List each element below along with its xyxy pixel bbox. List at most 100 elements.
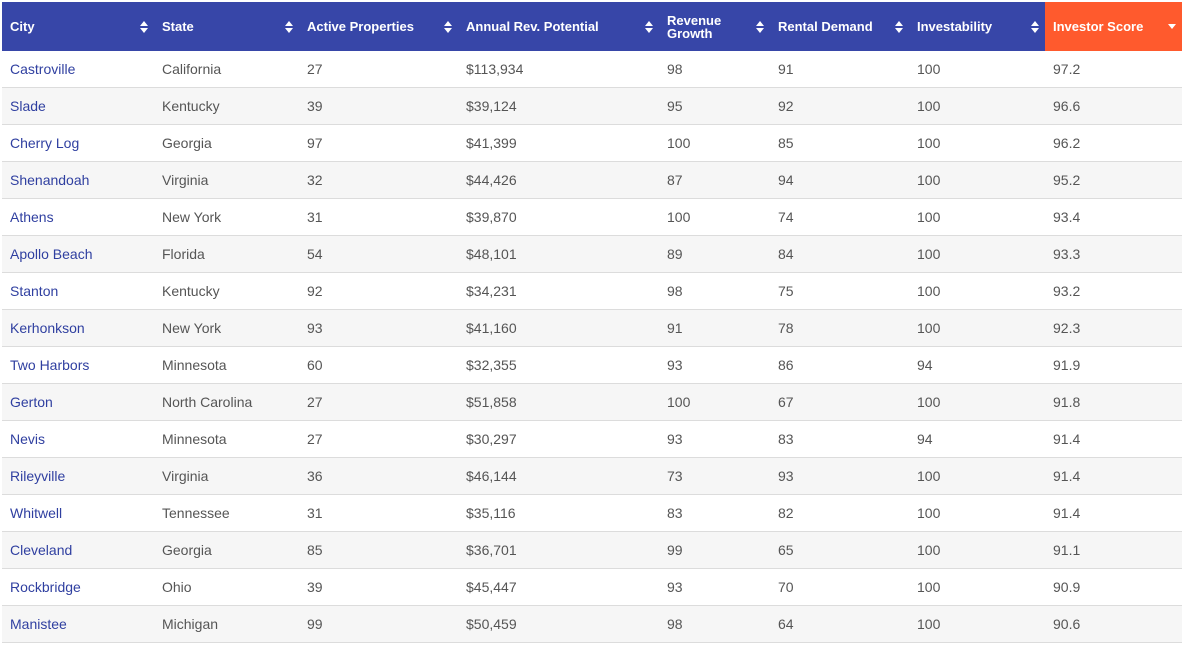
caret-up-icon xyxy=(285,20,293,26)
sort-icon[interactable] xyxy=(756,20,764,33)
cell-revenue-growth: 98 xyxy=(659,272,770,310)
cell-city[interactable]: Nevis xyxy=(2,420,154,458)
cell-annual-rev-potential: $41,399 xyxy=(458,124,659,162)
cell-investability: 100 xyxy=(909,272,1045,310)
table-row: Nevis Minnesota 27 $30,297 93 83 94 91.4 xyxy=(2,420,1182,458)
table-row: Two Harbors Minnesota 60 $32,355 93 86 94 91.9 xyxy=(2,346,1182,384)
cell-city[interactable]: Gerton xyxy=(2,383,154,421)
cell-investor-score: 93.2 xyxy=(1045,272,1182,310)
cell-city[interactable]: Cleveland xyxy=(2,531,154,569)
cell-annual-rev-potential: $39,124 xyxy=(458,87,659,125)
cell-investability: 100 xyxy=(909,457,1045,495)
cell-city[interactable]: Rileyville xyxy=(2,457,154,495)
cell-city[interactable]: Manistee xyxy=(2,605,154,643)
cell-investability: 100 xyxy=(909,531,1045,569)
cell-active-properties: 93 xyxy=(299,309,458,347)
cell-revenue-growth: 93 xyxy=(659,346,770,384)
cell-state: Georgia xyxy=(154,531,299,569)
column-header-label: Investability xyxy=(917,19,993,34)
cell-state: New York xyxy=(154,198,299,236)
cell-active-properties: 99 xyxy=(299,605,458,643)
column-header-revenue-growth[interactable]: Revenue Growth xyxy=(659,2,770,51)
cell-annual-rev-potential: $36,701 xyxy=(458,531,659,569)
cell-annual-rev-potential: $39,870 xyxy=(458,198,659,236)
sort-icon[interactable] xyxy=(140,20,148,33)
cell-investor-score: 91.8 xyxy=(1045,383,1182,421)
cell-rental-demand: 94 xyxy=(770,161,909,199)
cell-city[interactable]: Stanton xyxy=(2,272,154,310)
cell-rental-demand: 92 xyxy=(770,87,909,125)
cell-city[interactable]: Slade xyxy=(2,87,154,125)
cell-active-properties: 39 xyxy=(299,87,458,125)
cell-city[interactable]: Castroville xyxy=(2,51,154,88)
sort-descending-icon[interactable] xyxy=(1168,21,1176,33)
cell-revenue-growth: 83 xyxy=(659,494,770,532)
cell-city[interactable]: Two Harbors xyxy=(2,346,154,384)
cell-city[interactable]: Whitwell xyxy=(2,494,154,532)
cell-rental-demand: 75 xyxy=(770,272,909,310)
cell-state: Virginia xyxy=(154,457,299,495)
caret-down-icon xyxy=(1031,27,1039,33)
cell-state: Georgia xyxy=(154,124,299,162)
cell-city[interactable]: Apollo Beach xyxy=(2,235,154,273)
cell-active-properties: 60 xyxy=(299,346,458,384)
cell-rental-demand: 78 xyxy=(770,309,909,347)
cell-state: North Carolina xyxy=(154,383,299,421)
cell-annual-rev-potential: $41,160 xyxy=(458,309,659,347)
cell-annual-rev-potential: $45,447 xyxy=(458,568,659,606)
cell-state: Minnesota xyxy=(154,420,299,458)
sort-icon[interactable] xyxy=(645,20,653,33)
cell-revenue-growth: 73 xyxy=(659,457,770,495)
cell-active-properties: 97 xyxy=(299,124,458,162)
caret-down-icon xyxy=(444,27,452,33)
column-header-investability[interactable]: Investability xyxy=(909,2,1045,51)
cell-rental-demand: 64 xyxy=(770,605,909,643)
column-header-active-properties[interactable]: Active Properties xyxy=(299,2,458,51)
column-header-label: Revenue Growth xyxy=(667,12,722,41)
table-row: Kerhonkson New York 93 $41,160 91 78 100 92.3 xyxy=(2,309,1182,347)
cell-state: Kentucky xyxy=(154,87,299,125)
table-row: Athens New York 31 $39,870 100 74 100 93.4 xyxy=(2,198,1182,236)
cell-investability: 100 xyxy=(909,198,1045,236)
column-header-rental-demand[interactable]: Rental Demand xyxy=(770,2,909,51)
cell-city[interactable]: Cherry Log xyxy=(2,124,154,162)
cell-active-properties: 92 xyxy=(299,272,458,310)
table-row: Whitwell Tennessee 31 $35,116 83 82 100 91.4 xyxy=(2,494,1182,532)
cell-rental-demand: 83 xyxy=(770,420,909,458)
cell-city[interactable]: Shenandoah xyxy=(2,161,154,199)
cell-annual-rev-potential: $30,297 xyxy=(458,420,659,458)
cell-investor-score: 96.2 xyxy=(1045,124,1182,162)
cell-revenue-growth: 100 xyxy=(659,124,770,162)
caret-up-icon xyxy=(140,20,148,26)
cell-rental-demand: 84 xyxy=(770,235,909,273)
cell-city[interactable]: Kerhonkson xyxy=(2,309,154,347)
cell-rental-demand: 67 xyxy=(770,383,909,421)
cell-investability: 100 xyxy=(909,568,1045,606)
column-header-state[interactable]: State xyxy=(154,2,299,51)
table-row: Cleveland Georgia 85 $36,701 99 65 100 91.1 xyxy=(2,531,1182,569)
sort-icon[interactable] xyxy=(444,20,452,33)
sort-icon[interactable] xyxy=(1031,20,1039,33)
caret-up-icon xyxy=(1031,20,1039,26)
table-row: Stanton Kentucky 92 $34,231 98 75 100 93.2 xyxy=(2,272,1182,310)
cell-revenue-growth: 95 xyxy=(659,87,770,125)
column-header-city[interactable]: City xyxy=(2,2,154,51)
sort-icon[interactable] xyxy=(895,20,903,33)
table-row: Cherry Log Georgia 97 $41,399 100 85 100 96.2 xyxy=(2,124,1182,162)
cell-investability: 100 xyxy=(909,87,1045,125)
cell-rental-demand: 86 xyxy=(770,346,909,384)
cell-annual-rev-potential: $48,101 xyxy=(458,235,659,273)
cell-revenue-growth: 99 xyxy=(659,531,770,569)
column-header-investor-score[interactable]: Investor Score xyxy=(1045,2,1182,51)
sort-icon[interactable] xyxy=(285,20,293,33)
cell-city[interactable]: Athens xyxy=(2,198,154,236)
cell-investor-score: 92.3 xyxy=(1045,309,1182,347)
cell-annual-rev-potential: $34,231 xyxy=(458,272,659,310)
column-header-label: City xyxy=(10,19,35,34)
cell-city[interactable]: Rockbridge xyxy=(2,568,154,606)
column-header-label: Rental Demand xyxy=(778,19,873,34)
column-header-annual-rev-potential[interactable]: Annual Rev. Potential xyxy=(458,2,659,51)
cell-investor-score: 91.9 xyxy=(1045,346,1182,384)
